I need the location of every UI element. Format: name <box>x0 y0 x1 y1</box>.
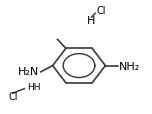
Text: NH₂: NH₂ <box>119 61 140 71</box>
Text: H: H <box>87 15 95 25</box>
Text: Cl: Cl <box>9 91 19 101</box>
Text: H₂N: H₂N <box>18 67 40 77</box>
Text: Cl: Cl <box>96 6 106 16</box>
Text: HH: HH <box>27 82 41 91</box>
